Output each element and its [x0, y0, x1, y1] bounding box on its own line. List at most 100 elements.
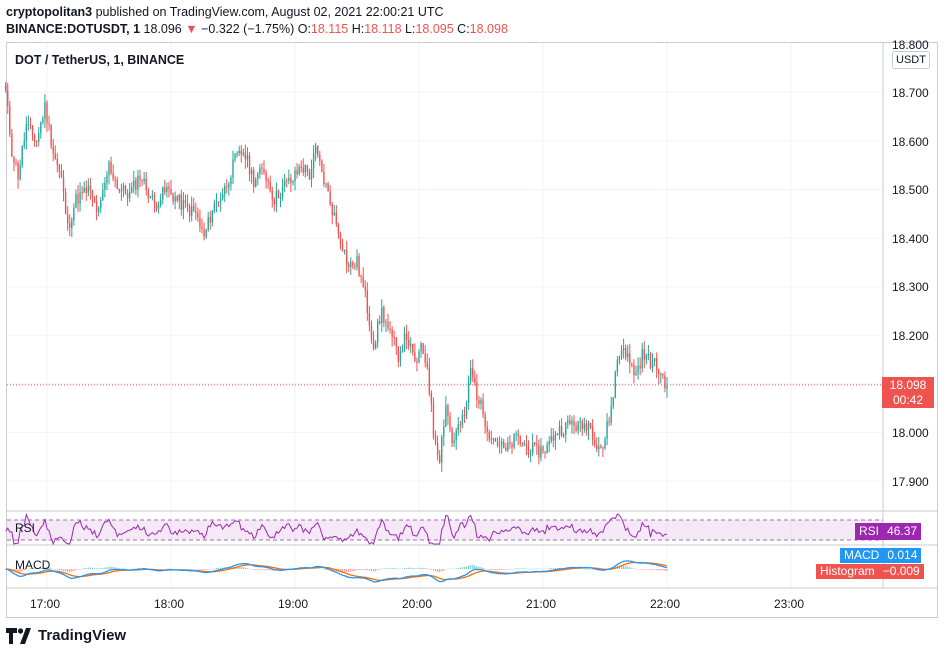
- histogram-bar: [426, 568, 428, 569]
- histogram-bar: [488, 569, 490, 570]
- histogram-bar: [135, 568, 137, 570]
- candle-body: [641, 348, 643, 369]
- candle-body: [199, 217, 201, 227]
- histogram-bar: [174, 568, 176, 570]
- candle-body: [135, 180, 137, 190]
- candle-body: [387, 321, 389, 329]
- histogram-bar: [199, 569, 201, 570]
- candle-body: [591, 426, 594, 440]
- candle-body: [259, 167, 261, 174]
- candle-body: [145, 178, 147, 190]
- histogram-bar: [420, 567, 422, 569]
- candle-body: [29, 124, 32, 126]
- histogram-bar: [643, 569, 645, 570]
- histogram-bar: [172, 568, 174, 570]
- candle-body: [432, 403, 435, 437]
- macd-signal-line: [5, 561, 668, 582]
- candle-body: [616, 359, 619, 373]
- candle-body: [379, 321, 381, 324]
- histogram-bar: [530, 568, 532, 570]
- candle-body: [327, 183, 329, 192]
- candle-body: [455, 430, 457, 441]
- candle-body: [397, 346, 400, 362]
- candle-body: [40, 122, 42, 134]
- candle-body: [598, 446, 600, 450]
- x-tick-label: 19:00: [278, 597, 309, 611]
- candle-body: [188, 206, 191, 216]
- histogram-bar: [432, 569, 435, 571]
- candle-body: [143, 178, 145, 182]
- candle-body: [612, 397, 614, 406]
- candle-body: [405, 333, 408, 340]
- candle-body: [426, 362, 428, 368]
- histogram-bar: [160, 569, 162, 570]
- candle-body: [614, 372, 617, 398]
- candle-body: [217, 201, 220, 203]
- candle-body: [302, 167, 304, 173]
- rsi-value-badge: RSI 46.37: [855, 523, 922, 540]
- candle-body: [461, 414, 464, 426]
- histogram-bar: [445, 569, 447, 570]
- histogram-bar: [583, 568, 585, 570]
- candle-body: [583, 423, 586, 430]
- histogram-bar: [271, 569, 273, 571]
- candle-body: [155, 202, 158, 209]
- candle-body: [317, 145, 319, 155]
- histogram-bar: [259, 569, 261, 570]
- histogram-bar: [166, 568, 168, 570]
- candle-body: [428, 367, 431, 394]
- histogram-bar: [447, 568, 449, 570]
- candle-body: [211, 210, 214, 223]
- histogram-bar: [184, 569, 187, 570]
- histogram-bar: [455, 568, 457, 569]
- histogram-bar: [639, 569, 641, 570]
- histogram-bar: [453, 568, 455, 570]
- candle-body: [97, 208, 100, 212]
- currency-button[interactable]: USDT: [892, 51, 930, 69]
- histogram-bar: [399, 568, 401, 570]
- candle-body: [296, 170, 298, 175]
- histogram-bar: [546, 568, 548, 570]
- x-tick-label: 23:00: [774, 597, 805, 611]
- candle-body: [469, 367, 472, 382]
- candle-body: [60, 171, 63, 178]
- histogram-bar: [654, 569, 656, 570]
- candle-body: [124, 185, 127, 194]
- histogram-bar: [56, 569, 58, 570]
- candle-body: [385, 321, 387, 323]
- histogram-bar: [437, 569, 439, 572]
- candle-body: [133, 180, 135, 188]
- histogram-bar: [15, 569, 17, 573]
- candle-body: [635, 372, 637, 376]
- candle-body: [277, 190, 280, 199]
- candle-body: [527, 446, 530, 455]
- candle-body: [252, 170, 255, 187]
- histogram-bar: [230, 567, 232, 569]
- candle-body: [312, 153, 315, 169]
- candle-body: [168, 186, 170, 189]
- histogram-bar: [197, 569, 199, 570]
- candle-body: [441, 436, 443, 463]
- rsi-pane-label: RSI: [15, 521, 36, 535]
- histogram-bar: [162, 569, 164, 570]
- candle-body: [467, 381, 470, 404]
- tradingview-logo[interactable]: TradingView: [6, 627, 126, 644]
- candle-body: [176, 196, 178, 201]
- chart-frame[interactable]: [6, 42, 938, 618]
- histogram-bar: [364, 569, 366, 570]
- candle-body: [643, 348, 645, 360]
- histogram-bar: [46, 567, 48, 569]
- candle-body: [38, 133, 40, 142]
- author-name[interactable]: cryptopolitan3: [6, 5, 93, 19]
- histogram-bar: [325, 569, 327, 570]
- histogram-bar: [168, 568, 170, 570]
- candle-body: [496, 441, 499, 446]
- candle-body: [548, 441, 550, 445]
- macd-pane-label: MACD: [15, 558, 51, 572]
- histogram-bar: [641, 569, 643, 570]
- candle-body: [647, 354, 650, 356]
- histogram-bar: [23, 569, 25, 571]
- histogram-bar: [102, 567, 104, 569]
- histogram-bar: [211, 568, 213, 570]
